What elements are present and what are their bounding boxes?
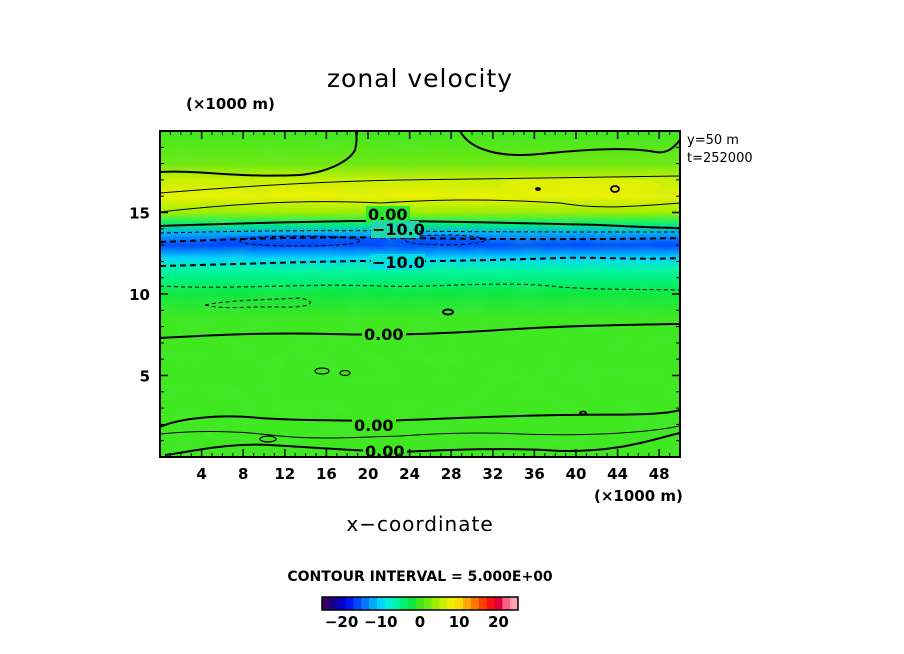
y-tick-label: 10 <box>129 286 150 304</box>
colorbar-swatch <box>486 597 495 610</box>
colorbar-swatch <box>408 597 417 610</box>
colorbar-swatch <box>423 597 433 610</box>
colorbar-swatch <box>431 597 440 610</box>
contour-label: 0.00 <box>364 325 403 344</box>
x-tick-label: 28 <box>441 465 462 483</box>
contour-interval-label: CONTOUR INTERVAL = 5.000E+00 <box>287 569 553 585</box>
contour-closed-a <box>314 367 330 375</box>
x-tick-label: 8 <box>238 465 248 483</box>
colorbar-tick-label: 10 <box>449 613 470 631</box>
contour-closed-d <box>259 435 277 443</box>
x-tick-label: 40 <box>566 465 587 483</box>
annotation-depth: y=50 m <box>687 133 739 148</box>
y-tick-label: 15 <box>129 205 150 223</box>
contour-neg-10-upper <box>160 236 680 243</box>
colorbar-swatch <box>502 597 511 610</box>
contour-label: −10.0 <box>372 220 425 239</box>
contour-pos-closed <box>610 185 620 193</box>
colorbar-ticks: −20 −10 0 10 20 <box>325 613 509 631</box>
y-tick-label: 5 <box>140 368 150 386</box>
contour-label-bg <box>352 417 396 433</box>
contour-label: 0.00 <box>368 205 407 224</box>
contour-pos-5-low <box>160 425 680 439</box>
colorbar-swatch <box>455 597 464 610</box>
x-axis-unit: (×1000 m) <box>594 487 683 505</box>
colorbar-swatch <box>510 597 519 610</box>
contour-neg-5-patch <box>204 297 311 309</box>
contour-label: 0.00 <box>354 416 393 435</box>
contour-pos-closed-2 <box>535 187 541 191</box>
x-tick-label: 16 <box>316 465 337 483</box>
colorbar-swatch <box>337 597 346 610</box>
contour-label-group: 0.00 −10.0 −10.0 0.00 0.00 0.00 <box>352 205 425 461</box>
colorbar-tick-label: 0 <box>415 613 425 631</box>
colorbar-swatch <box>463 597 472 610</box>
contour-label: 0.00 <box>365 442 404 461</box>
y-axis-unit: (×1000 m) <box>186 95 275 113</box>
contour-label-bg <box>363 443 407 457</box>
colorbar-tick-label: 20 <box>488 613 509 631</box>
colorbar-tick-label: −20 <box>325 613 358 631</box>
contour-label-bg <box>362 326 406 342</box>
x-tick-label: 36 <box>524 465 545 483</box>
field-patch-yellow-east <box>500 177 660 195</box>
colorbar-swatch <box>322 597 331 610</box>
contour-small-closed <box>442 308 454 316</box>
colorbar-swatch <box>494 597 503 610</box>
colorbar-swatch <box>345 597 354 610</box>
x-axis: 4 8 12 16 20 24 28 32 36 40 44 48 <box>169 131 671 483</box>
contour-pos-5-b <box>160 199 680 213</box>
colorbar-swatch <box>361 597 370 610</box>
x-tick-label: 32 <box>482 465 503 483</box>
colorbar-swatch <box>369 597 378 610</box>
x-axis-label: x−coordinate <box>346 512 493 536</box>
contour-neg-15-east <box>404 234 486 246</box>
contour-neg-10-lower <box>160 256 680 267</box>
colorbar-swatch <box>470 597 480 610</box>
colorbar-swatch <box>416 597 425 610</box>
x-tick-label: 44 <box>607 465 628 483</box>
contour-label-bg <box>371 254 425 270</box>
colorbar-frame <box>321 596 519 611</box>
chart-title: zonal velocity <box>327 64 513 93</box>
x-tick-label: 20 <box>358 465 379 483</box>
colorbar-swatch <box>384 597 393 610</box>
annotation-time: t=252000 <box>687 151 753 166</box>
x-tick-label: 4 <box>196 465 206 483</box>
contour-label-bg <box>366 206 410 223</box>
colorbar-swatch <box>392 597 401 610</box>
contour-zero-top <box>160 131 680 177</box>
colorbar-swatch <box>447 597 456 610</box>
x-tick-label: 24 <box>399 465 420 483</box>
contour-neg-15-west <box>239 235 361 247</box>
colorbar-swatch <box>353 597 362 610</box>
colorbar-swatch <box>478 597 487 610</box>
colorbar-tick-label: −10 <box>364 613 397 631</box>
x-tick-label: 48 <box>649 465 670 483</box>
contour-neg-5-lower <box>160 283 680 291</box>
contour-pos-5-a <box>160 175 680 194</box>
contour-zero-mid <box>160 323 680 339</box>
contour-closed-b <box>339 369 351 377</box>
x-tick-label: 12 <box>274 465 295 483</box>
contour-label-bg <box>371 221 419 238</box>
colorbar-swatch <box>329 597 338 610</box>
colorbar <box>321 596 519 611</box>
colorbar-swatch <box>400 597 409 610</box>
contour-label: −10.0 <box>372 253 425 272</box>
colorbar-swatch <box>439 597 448 610</box>
colorbar-swatch <box>376 597 386 610</box>
y-axis: 5 10 15 <box>129 146 680 442</box>
contour-zero-upper-jet <box>160 219 680 229</box>
plot-area: 0.00 −10.0 −10.0 0.00 0.00 0.00 <box>160 131 680 461</box>
